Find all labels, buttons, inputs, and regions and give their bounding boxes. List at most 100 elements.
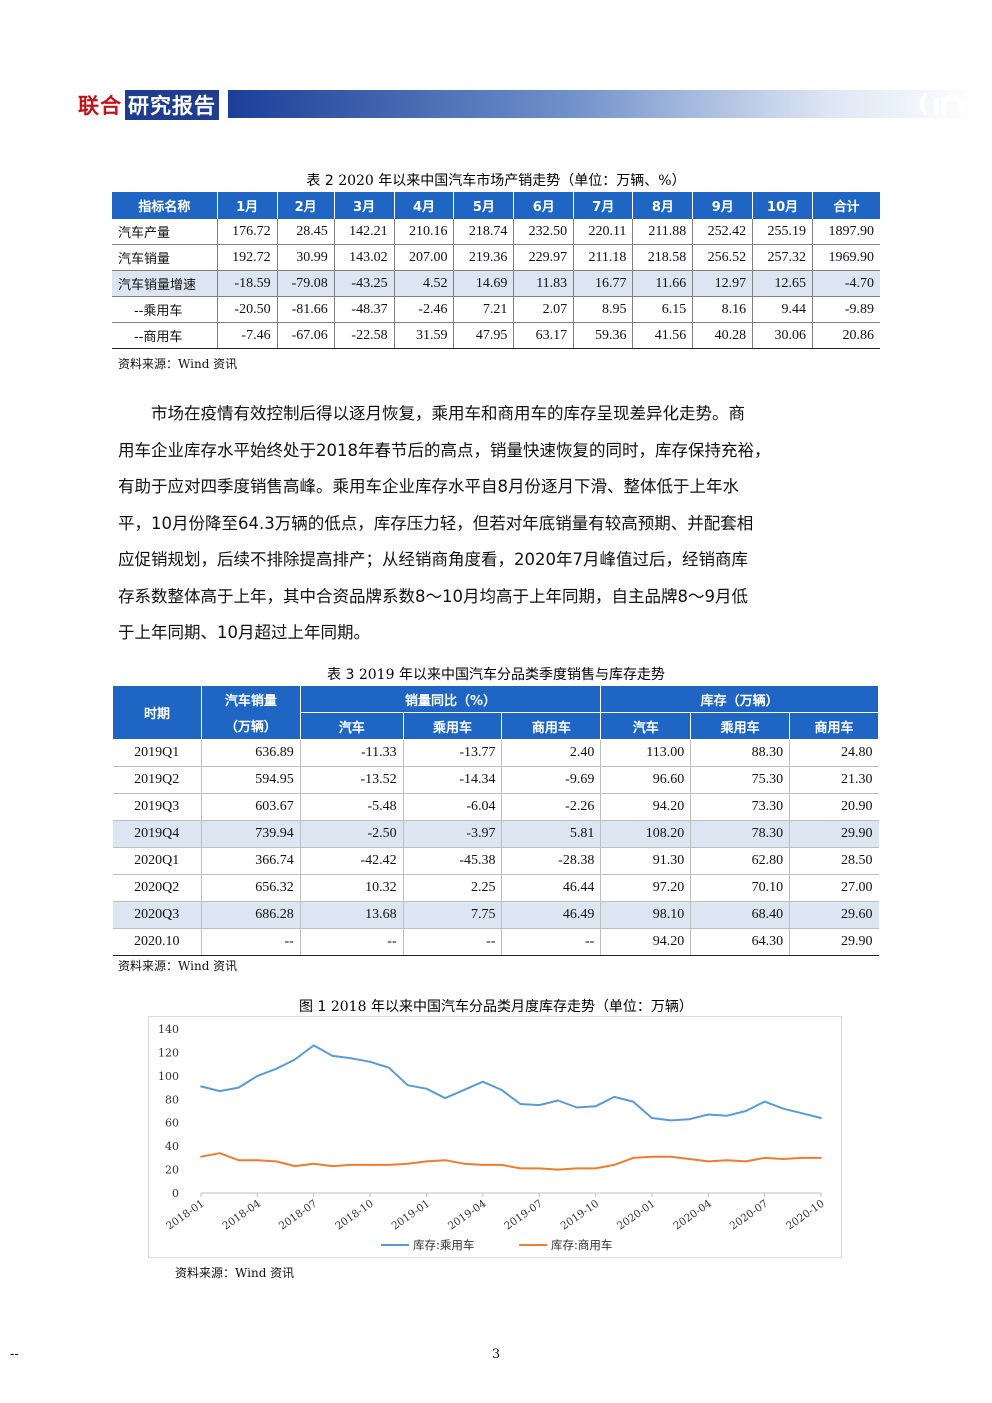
table-cell: -2.26 bbox=[501, 793, 602, 821]
table-row: 2020Q3 686.28 13.68 7.75 46.49 98.10 68.40 29.6… bbox=[112, 901, 879, 929]
legend-label: 库存:商用车 bbox=[551, 1238, 612, 1252]
data-point bbox=[387, 1163, 390, 1166]
x-tick-label: 2020-10 bbox=[784, 1198, 827, 1233]
table-cell: 20.90 bbox=[789, 793, 879, 821]
inventory-line-chart: 0 20 40 60 80 100 120 140 2018-01 2018-04 2018-07 2… bbox=[148, 1016, 842, 1258]
table-cell: 24.80 bbox=[789, 739, 879, 767]
table-cell: 142.21 bbox=[334, 219, 395, 245]
table2-header-cell: 7月 bbox=[573, 192, 633, 219]
y-tick-label: 60 bbox=[165, 1117, 179, 1130]
table-row: 2019Q4 739.94 -2.50 -3.97 5.81 108.20 78.30 29.… bbox=[112, 820, 879, 848]
data-point bbox=[632, 1156, 635, 1159]
table-cell: -42.42 bbox=[300, 847, 404, 875]
table3-header-stock: 库存（万辆） bbox=[600, 685, 879, 713]
data-point bbox=[463, 1089, 465, 1091]
table2-header-cell: 8月 bbox=[632, 192, 693, 219]
row-label: --乘用车 bbox=[112, 296, 218, 323]
table-cell: 218.58 bbox=[632, 244, 694, 271]
table2-header-cell: 5月 bbox=[453, 192, 514, 219]
paragraph-line: 用车企业库存水平始终处于2018年春节后的高点，销量快速恢复的同时，库存保持充裕… bbox=[118, 440, 771, 460]
table-cell: 11.66 bbox=[632, 270, 694, 297]
x-tick-label: 2020-01 bbox=[615, 1198, 658, 1233]
table-cell: -2.50 bbox=[300, 820, 404, 848]
row-label: 2019Q1 bbox=[112, 739, 202, 767]
table-cell: 2.07 bbox=[513, 296, 575, 323]
table3-header-sales: 汽车销量 bbox=[200, 685, 301, 713]
table-cell: 1969.90 bbox=[812, 244, 880, 271]
table-cell: 62.80 bbox=[690, 847, 791, 875]
table-cell: -81.66 bbox=[277, 296, 335, 323]
table-cell: 594.95 bbox=[201, 766, 301, 794]
table3-header-yoy: 销量同比（%） bbox=[299, 685, 602, 713]
series-line-passenger bbox=[200, 1044, 822, 1122]
table-cell: 366.74 bbox=[201, 847, 301, 875]
x-tick-label: 2018-01 bbox=[164, 1198, 207, 1233]
brand-red-text: 联合 bbox=[78, 94, 122, 118]
table2-header-cell: 6月 bbox=[513, 192, 574, 219]
table-cell: 64.30 bbox=[690, 928, 791, 956]
table-cell: 636.89 bbox=[201, 739, 301, 767]
data-point bbox=[444, 1097, 447, 1100]
row-label: 2020.10 bbox=[112, 928, 202, 956]
table3-subheader-cell: 乘用车 bbox=[402, 712, 503, 740]
table-cell: -- bbox=[300, 928, 404, 956]
table-cell: 13.68 bbox=[300, 901, 404, 929]
x-tick-label: 2019-07 bbox=[502, 1198, 545, 1233]
data-point bbox=[557, 1099, 559, 1102]
report-header: 联合 研究报告 bbox=[78, 88, 978, 120]
y-tick-label: 100 bbox=[158, 1070, 179, 1083]
data-point bbox=[312, 1162, 315, 1165]
figure1-caption-text: 2018 年以来中国汽车分品类月度库存走势（单位：万辆） bbox=[330, 999, 693, 1015]
table-cell: 11.83 bbox=[513, 270, 575, 297]
row-label: 2020Q3 bbox=[112, 901, 202, 929]
table-cell: 255.19 bbox=[752, 219, 814, 245]
y-tick-label: 0 bbox=[172, 1187, 179, 1200]
data-point bbox=[444, 1159, 447, 1162]
data-point bbox=[463, 1162, 465, 1165]
paragraph-line: 有助于应对四季度销售高峰。乘用车企业库存水平自8月份逐月下滑、整体低于上年水 bbox=[118, 477, 739, 496]
figure1-caption: 图 1 2018 年以来中国汽车分品类月度库存走势（单位：万辆） bbox=[0, 996, 992, 1016]
data-point bbox=[256, 1074, 259, 1077]
x-tick-label: 2020-04 bbox=[671, 1197, 714, 1232]
table-cell: 96.60 bbox=[600, 766, 692, 794]
data-point bbox=[500, 1163, 503, 1166]
table-cell: -11.33 bbox=[300, 739, 404, 767]
table-cell: 207.00 bbox=[394, 244, 455, 271]
table-cell: 257.32 bbox=[752, 244, 814, 271]
data-point bbox=[425, 1087, 428, 1090]
data-point bbox=[312, 1044, 315, 1047]
data-point bbox=[350, 1163, 353, 1166]
table2-caption: 表 2 2020 年以来中国汽车市场产销走势（单位：万辆、%） bbox=[0, 170, 992, 190]
data-point bbox=[575, 1106, 578, 1109]
data-point bbox=[275, 1067, 278, 1070]
data-point bbox=[481, 1163, 484, 1166]
x-tick-label: 2019-10 bbox=[559, 1198, 602, 1233]
table-row: 汽车销量增速 -18.59 -79.08 -43.25 4.52 14.69 11.83 16… bbox=[112, 270, 880, 297]
table-cell: 7.21 bbox=[453, 296, 515, 323]
data-point bbox=[350, 1057, 353, 1060]
table-cell: 219.36 bbox=[453, 244, 515, 271]
x-tick-label: 2019-04 bbox=[446, 1197, 489, 1232]
table2-header-cell: 1月 bbox=[216, 192, 278, 219]
table-cell: -48.37 bbox=[334, 296, 395, 323]
data-point bbox=[275, 1160, 278, 1163]
data-point bbox=[782, 1107, 785, 1110]
data-point bbox=[519, 1167, 522, 1170]
data-point bbox=[707, 1160, 710, 1163]
paragraph-line: 应促销规划，后续不排除提高排产；从经销商角度看，2020年7月峰值过后，经销商库 bbox=[118, 550, 748, 569]
table-cell: -28.38 bbox=[501, 847, 602, 875]
data-point bbox=[218, 1152, 221, 1155]
table2-header-cell: 指标名称 bbox=[112, 192, 218, 219]
row-label: 2020Q1 bbox=[112, 847, 202, 875]
table-row: 2019Q1 636.89 -11.33 -13.77 2.40 113.00 88.30 2… bbox=[112, 739, 879, 767]
table-cell: 192.72 bbox=[217, 244, 278, 271]
footer-dashes: -- bbox=[10, 1347, 19, 1362]
table-cell: 232.50 bbox=[513, 219, 575, 245]
paragraph-line: 存系数整体高于上年，其中合资品牌系数8～10月均高于上年同期，自主品牌8～9月低 bbox=[118, 586, 748, 606]
table-cell: -20.50 bbox=[217, 296, 278, 323]
data-point bbox=[406, 1084, 409, 1087]
table-cell: -- bbox=[201, 928, 301, 956]
paragraph-line: 市场在疫情有效控制后得以逐月恢复，乘用车和商用车的库存呈现差异化走势。商 bbox=[151, 404, 745, 423]
body-paragraph: 市场在疫情有效控制后得以逐月恢复，乘用车和商用车的库存呈现差异化走势。商用车企业… bbox=[118, 396, 881, 652]
table2-header-cell: 9月 bbox=[692, 192, 753, 219]
